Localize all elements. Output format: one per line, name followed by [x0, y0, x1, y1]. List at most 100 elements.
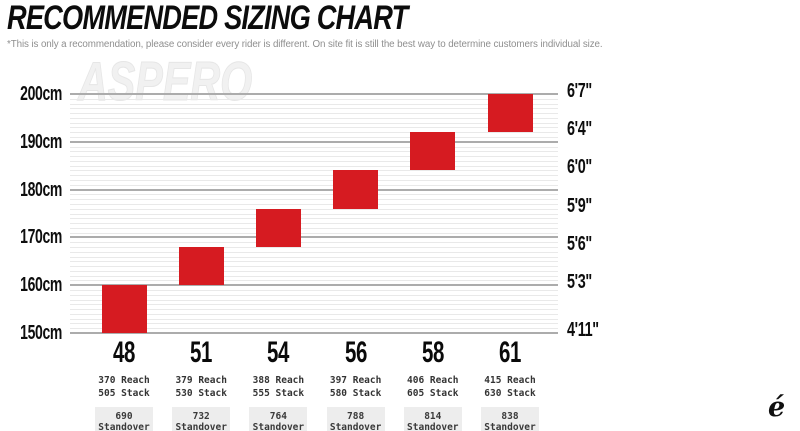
- minor-gridline: [70, 98, 558, 100]
- minor-gridline: [70, 218, 558, 220]
- stack-value: 605 Stack: [407, 387, 459, 399]
- minor-gridline: [70, 180, 558, 182]
- minor-gridline: [70, 318, 558, 320]
- minor-gridline: [70, 280, 558, 282]
- minor-gridline: [70, 309, 558, 311]
- y-axis-label-200cm: 200cm: [20, 83, 62, 105]
- standover-value: 814: [424, 411, 442, 422]
- minor-gridline: [70, 117, 558, 119]
- minor-gridline: [70, 304, 558, 306]
- minor-gridline: [70, 103, 558, 105]
- y-axis-label-60ftin: 6'0": [567, 156, 592, 179]
- size-column-56: 56 397 Reach 580 Stack 788 Standover: [311, 336, 401, 431]
- minor-gridline: [70, 203, 558, 205]
- frame-size-label: 61: [498, 336, 522, 369]
- major-gridline: [70, 284, 558, 287]
- minor-gridline: [70, 156, 558, 158]
- minor-gridline: [70, 256, 558, 258]
- minor-gridline: [70, 160, 558, 162]
- stack-value: 505 Stack: [98, 387, 150, 399]
- minor-gridline: [70, 151, 558, 153]
- minor-gridline: [70, 261, 558, 263]
- minor-gridline: [70, 227, 558, 229]
- minor-gridline: [70, 242, 558, 244]
- reach-value: 406 Reach: [407, 375, 459, 386]
- standover-box: 732 Standover: [172, 407, 231, 431]
- height-range-chart: [70, 93, 558, 334]
- reach-value: 388 Reach: [252, 375, 305, 386]
- standover-label: Standover: [252, 422, 305, 431]
- minor-gridline: [70, 170, 558, 172]
- major-gridline: [70, 93, 558, 95]
- size-column-58: 58 406 Reach 605 Stack 814 Standover: [388, 336, 478, 431]
- size-48-height-block: [101, 285, 147, 333]
- major-gridline: [70, 332, 558, 334]
- minor-gridline: [70, 323, 558, 325]
- minor-gridline: [70, 275, 558, 277]
- stack-value: 530 Stack: [175, 387, 227, 399]
- standover-box: 764 Standover: [249, 407, 308, 431]
- standover-box: 690 Standover: [95, 407, 153, 431]
- size-51-height-block: [178, 246, 224, 286]
- minor-gridline: [70, 175, 558, 177]
- frame-size-label: 51: [190, 336, 213, 369]
- standover-value: 690: [115, 411, 133, 422]
- minor-gridline: [70, 246, 558, 248]
- reach-value: 370 Reach: [98, 375, 150, 386]
- y-axis-label-64ftin: 6'4": [567, 118, 592, 141]
- major-gridline: [70, 236, 558, 239]
- minor-gridline: [70, 127, 558, 129]
- size-54-height-block: [255, 208, 301, 247]
- minor-gridline: [70, 184, 558, 186]
- cervelo-logo: é: [768, 392, 786, 423]
- stack-value: 630 Stack: [484, 387, 536, 399]
- y-axis-label-170cm: 170cm: [20, 226, 62, 249]
- minor-gridline: [70, 113, 558, 115]
- frame-size-label: 56: [344, 336, 367, 369]
- minor-gridline: [70, 199, 558, 201]
- y-axis-label-56ftin: 5'6": [567, 232, 592, 255]
- minor-gridline: [70, 137, 558, 139]
- page-title: RECOMMENDED SIZING CHART: [7, 0, 408, 37]
- standover-value: 732: [192, 411, 210, 422]
- y-axis-label-160cm: 160cm: [20, 274, 62, 297]
- y-axis-label-67ftin: 6'7": [567, 80, 592, 102]
- minor-gridline: [70, 213, 558, 215]
- minor-gridline: [70, 194, 558, 196]
- minor-gridline: [70, 146, 558, 148]
- standover-value: 838: [501, 411, 519, 422]
- standover-label: Standover: [329, 422, 382, 431]
- reach-value: 397 Reach: [329, 375, 382, 386]
- standover-label: Standover: [98, 422, 150, 431]
- y-axis-label-150cm: 150cm: [20, 322, 62, 344]
- size-column-61: 61 415 Reach 630 Stack 838 Standover: [465, 336, 555, 431]
- y-axis-label-53ftin: 5'3": [567, 271, 592, 294]
- minor-gridline: [70, 294, 558, 296]
- major-gridline: [70, 188, 558, 191]
- minor-gridline: [70, 122, 558, 124]
- y-axis-label-59ftin: 5'9": [567, 194, 592, 217]
- minor-gridline: [70, 232, 558, 234]
- y-axis-label-190cm: 190cm: [20, 130, 62, 153]
- reach-value: 379 Reach: [175, 375, 227, 386]
- minor-gridline: [70, 313, 558, 315]
- major-gridline: [70, 140, 558, 143]
- standover-box: 788 Standover: [326, 407, 385, 431]
- size-56-height-block: [333, 170, 379, 209]
- standover-label: Standover: [407, 422, 459, 431]
- standover-value: 764: [269, 411, 287, 422]
- minor-gridline: [70, 328, 558, 330]
- minor-gridline: [70, 289, 558, 291]
- frame-size-label: 58: [421, 336, 444, 369]
- disclaimer-text: *This is only a recommendation, please c…: [7, 39, 603, 50]
- stack-value: 580 Stack: [329, 387, 382, 399]
- minor-gridline: [70, 270, 558, 272]
- standover-label: Standover: [484, 422, 536, 431]
- minor-gridline: [70, 132, 558, 134]
- y-axis-label-180cm: 180cm: [20, 178, 62, 201]
- standover-label: Standover: [175, 422, 227, 431]
- standover-box: 838 Standover: [481, 407, 539, 431]
- standover-box: 814 Standover: [403, 407, 462, 431]
- minor-gridline: [70, 266, 558, 268]
- y-axis-label-411ftin: 4'11": [567, 319, 599, 341]
